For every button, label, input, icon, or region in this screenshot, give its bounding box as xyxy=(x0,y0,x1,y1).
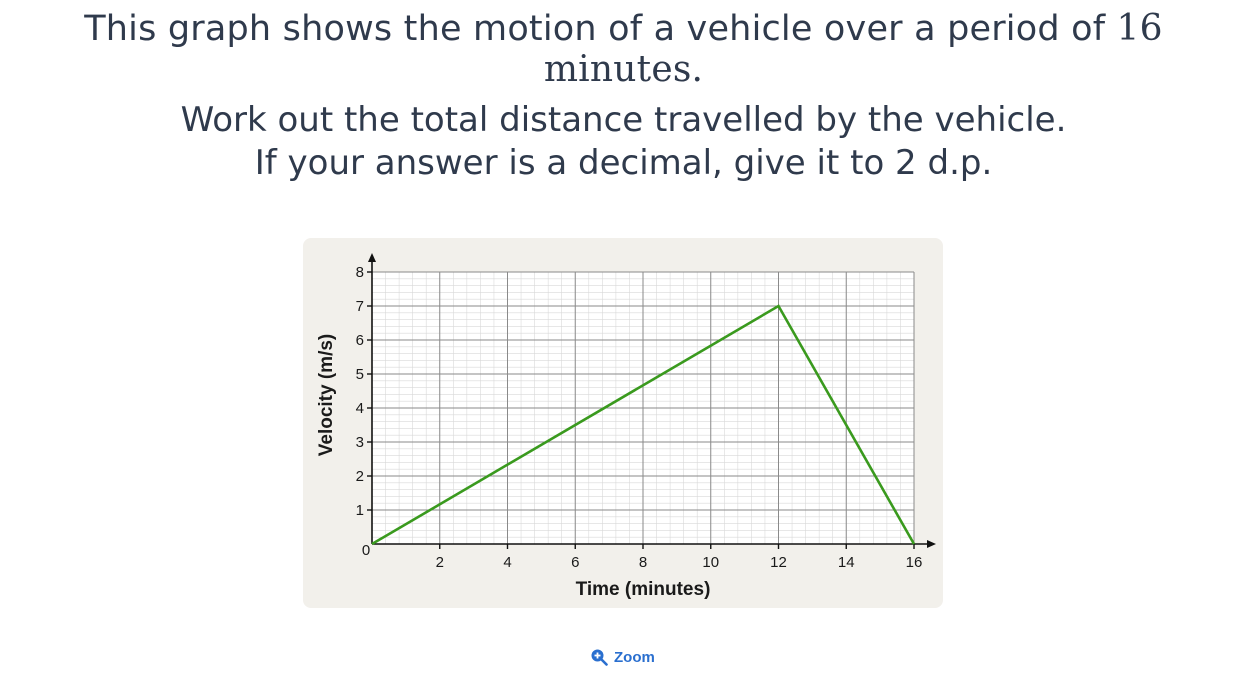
question-line-1: This graph shows the motion of a vehicle… xyxy=(0,8,1247,90)
y-tick-label: 4 xyxy=(356,400,364,417)
y-tick-label: 8 xyxy=(356,264,364,281)
y-tick-label: 3 xyxy=(356,434,364,451)
x-axis-arrow xyxy=(927,540,936,548)
zoom-label: Zoom xyxy=(614,648,655,666)
velocity-line xyxy=(371,304,916,546)
x-axis-title: Time (minutes) xyxy=(576,579,711,600)
y-tick-label: 2 xyxy=(356,468,364,485)
x-tick-label: 4 xyxy=(503,554,511,571)
zoom-in-icon xyxy=(591,649,608,666)
origin-label: 0 xyxy=(362,542,370,559)
question-line-2: Work out the total distance travelled by… xyxy=(180,100,1067,140)
y-tick-label: 7 xyxy=(356,298,364,315)
x-tick-label: 12 xyxy=(770,554,787,571)
x-tick-label: 16 xyxy=(906,554,923,571)
question-line-3: If your answer is a decimal, give it to … xyxy=(254,143,993,183)
x-tick-label: 10 xyxy=(702,554,719,571)
y-axis-arrow xyxy=(368,253,376,262)
graph-card: 0 2 4 6 8 10 12 14 16 1 2 3 4 5 6 7 8 Time (minutes) Vel… xyxy=(303,238,943,608)
x-tick-label: 14 xyxy=(838,554,855,571)
x-tick-label: 8 xyxy=(639,554,647,571)
x-tick-label: 6 xyxy=(571,554,579,571)
y-tick-label: 1 xyxy=(356,502,364,519)
x-tick-label: 2 xyxy=(436,554,444,571)
question-math: 16 minutes. xyxy=(543,8,1163,90)
question-text: This graph shows the motion of a vehicle… xyxy=(84,9,1117,49)
y-tick-label: 5 xyxy=(356,366,364,383)
y-tick-label: 6 xyxy=(356,332,364,349)
y-axis-title: Velocity (m/s) xyxy=(316,334,337,457)
zoom-button[interactable]: Zoom xyxy=(590,648,655,666)
